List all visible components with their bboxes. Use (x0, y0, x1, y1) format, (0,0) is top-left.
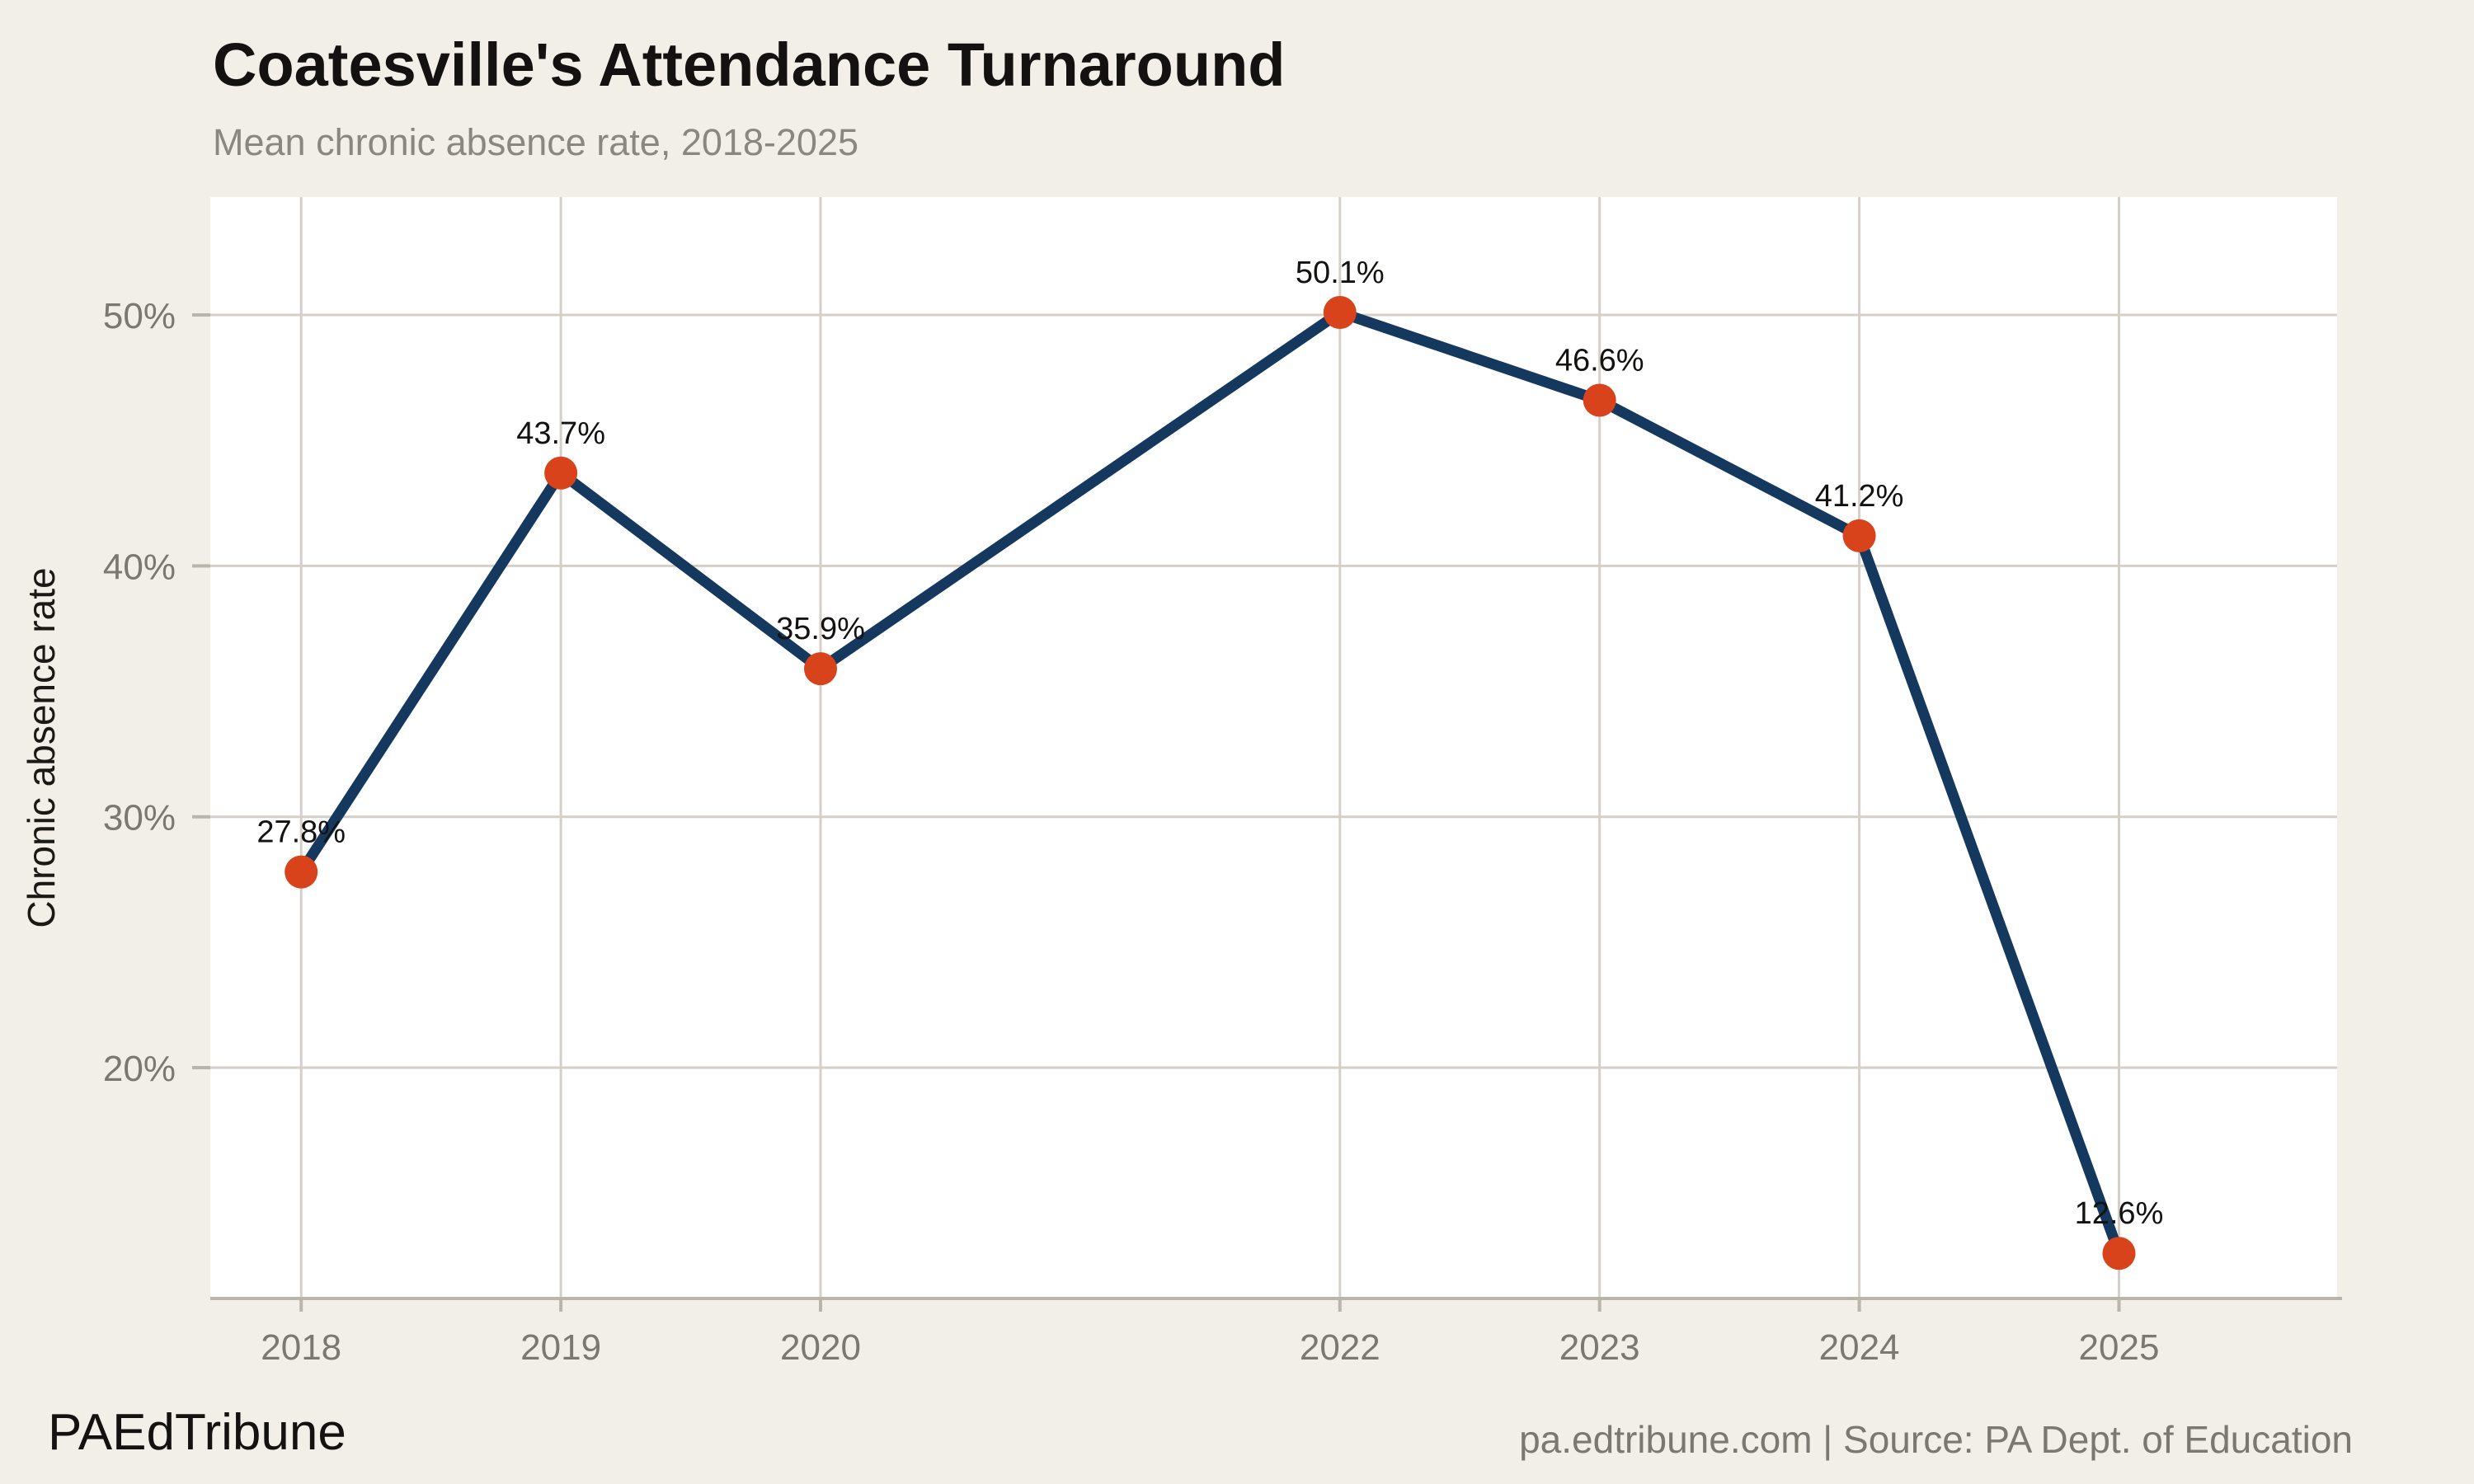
data-point (544, 456, 578, 490)
x-tick-label: 2023 (1559, 1327, 1640, 1368)
chart-subtitle: Mean chronic absence rate, 2018-2025 (213, 121, 859, 163)
data-point-label: 41.2% (1815, 479, 1904, 514)
x-tick-label: 2019 (520, 1327, 601, 1368)
chart-title: Coatesville's Attendance Turnaround (213, 31, 1286, 99)
data-point-label: 35.9% (776, 612, 865, 646)
data-point (1323, 295, 1357, 329)
data-point (1842, 519, 1876, 552)
data-point (804, 652, 838, 686)
data-point-label: 46.6% (1555, 344, 1644, 378)
data-point-label: 43.7% (516, 416, 605, 451)
y-axis-title: Chronic absence rate (20, 567, 63, 928)
data-point-label: 12.6% (2075, 1196, 2164, 1231)
data-point (285, 855, 318, 889)
data-point-label: 50.1% (1296, 256, 1385, 290)
x-tick-label: 2020 (780, 1327, 861, 1368)
data-point (1583, 383, 1616, 417)
x-tick-label: 2025 (2079, 1327, 2160, 1368)
y-tick-label: 40% (103, 547, 176, 587)
y-tick-label: 50% (103, 296, 176, 336)
data-point-label: 27.8% (256, 815, 346, 850)
footer-brand: PAEdTribune (48, 1404, 346, 1461)
y-tick-label: 20% (103, 1049, 176, 1089)
footer-source: pa.edtribune.com | Source: PA Dept. of E… (1519, 1418, 2353, 1461)
x-tick-label: 2024 (1819, 1327, 1900, 1368)
x-tick-label: 2022 (1300, 1327, 1380, 1368)
y-tick-label: 30% (103, 798, 176, 838)
x-tick-label: 2018 (261, 1327, 341, 1368)
data-point (2102, 1237, 2136, 1270)
plot-panel (210, 197, 2337, 1298)
